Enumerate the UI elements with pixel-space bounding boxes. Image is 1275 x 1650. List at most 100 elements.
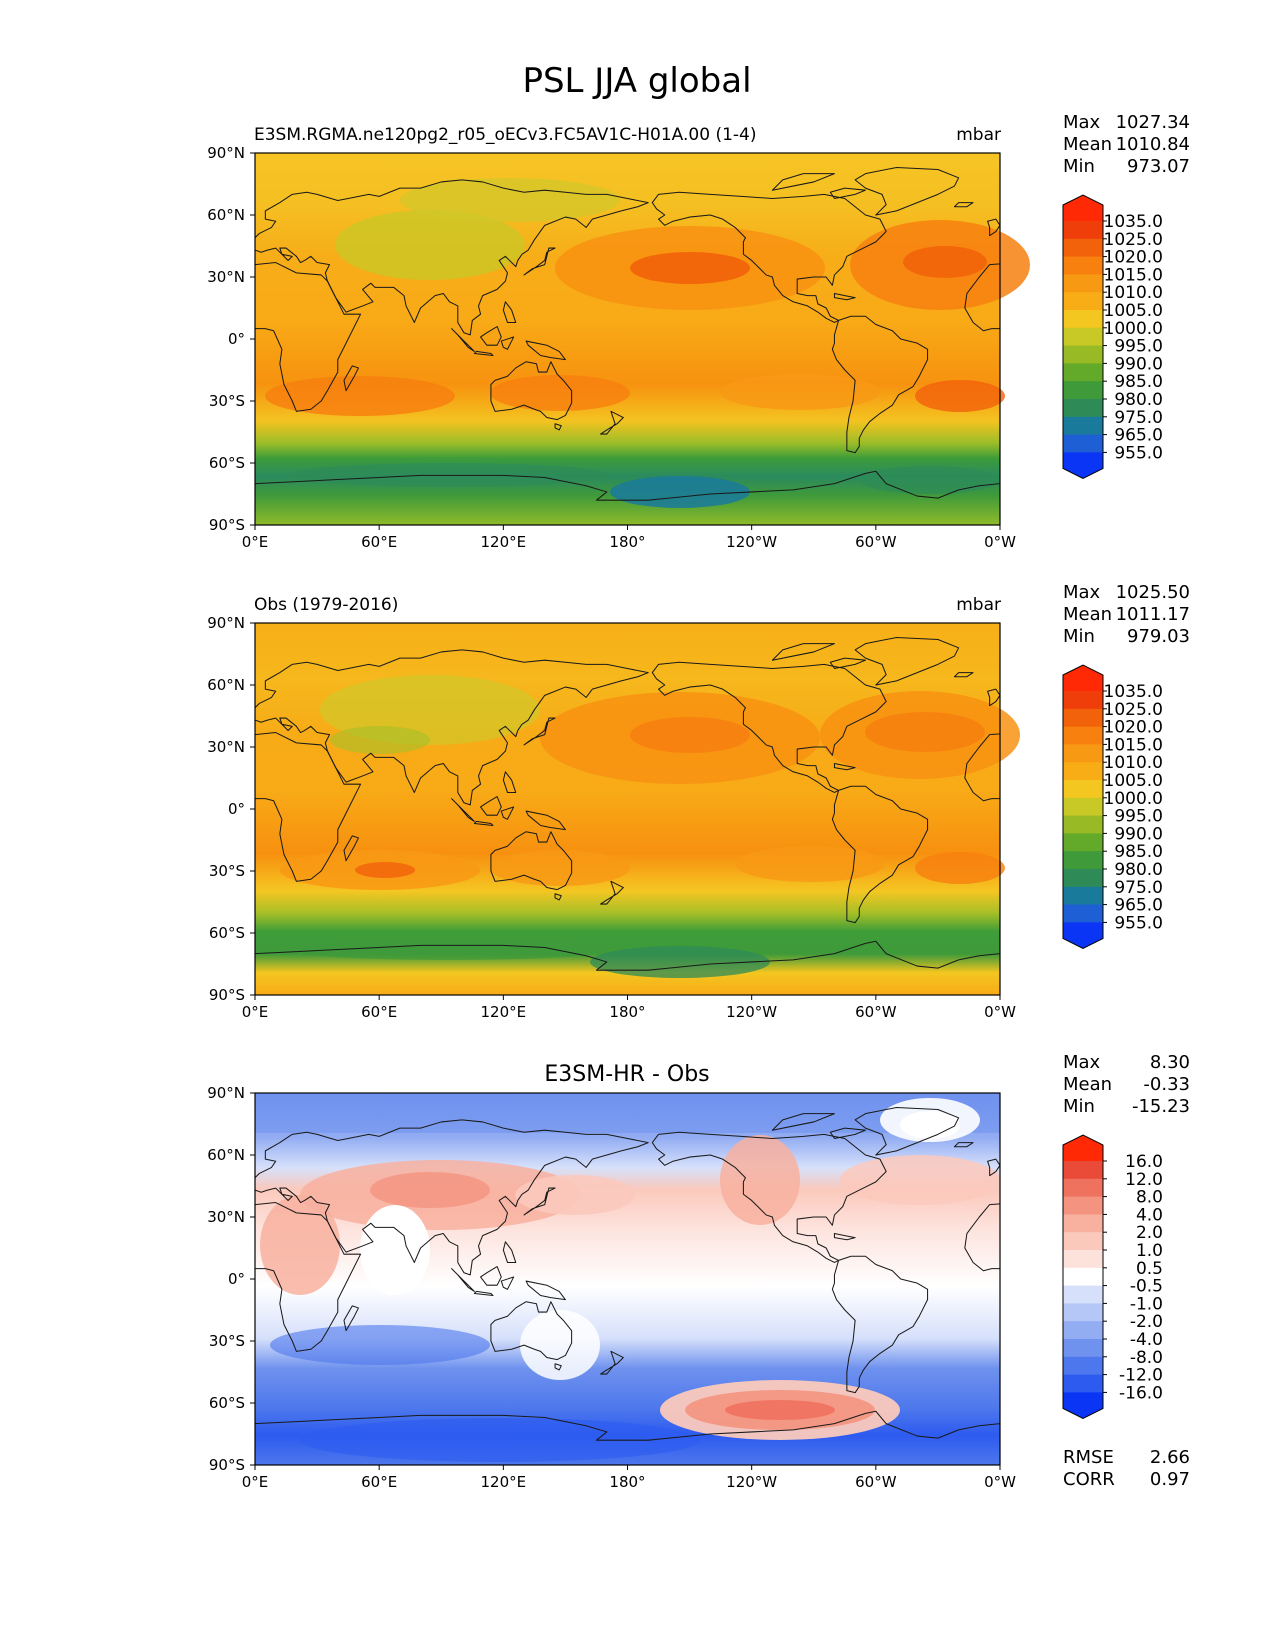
stat-label-min: Min — [1063, 1096, 1095, 1117]
stat-value-mean: 1011.17 — [1116, 604, 1190, 625]
colorbar-label: 1.0 — [1136, 1241, 1163, 1261]
colorbar-extend-bottom — [1063, 452, 1103, 479]
colorbar-band — [1063, 904, 1103, 923]
lon-tick-label: 60°E — [361, 1003, 397, 1021]
lat-tick-label: 90°S — [209, 986, 245, 1004]
colorbar-band — [1063, 345, 1103, 364]
colorbar-label: 990.0 — [1114, 824, 1163, 844]
stat-label-min: Min — [1063, 626, 1095, 647]
lat-tick-label: 0° — [228, 800, 245, 818]
lon-tick-label: 180° — [609, 1473, 645, 1491]
colorbar-label: 980.0 — [1114, 860, 1163, 880]
lon-tick-label: 60°W — [855, 1003, 897, 1021]
panel-model: E3SM.RGMA.ne120pg2_r05_oECv3.FC5AV1C-H01… — [254, 125, 1030, 526]
colorbar-band — [1063, 1178, 1103, 1198]
colorbar-extend-bottom — [1063, 922, 1103, 949]
colorbar-band — [1063, 744, 1103, 763]
lat-tick-label: 30°S — [209, 862, 245, 880]
lon-tick-label: 120°E — [481, 1473, 527, 1491]
colorbar-label: 1035.0 — [1104, 212, 1163, 232]
lon-tick-label: 0°E — [242, 533, 269, 551]
stat-label-max: Max — [1063, 112, 1101, 133]
colorbar-label: 0.5 — [1136, 1259, 1163, 1279]
colorbar-label: -12.0 — [1119, 1366, 1163, 1386]
colorbar-band — [1063, 726, 1103, 745]
colorbar-band — [1063, 221, 1103, 240]
colorbar-band — [1063, 327, 1103, 347]
colorbar-label: -16.0 — [1119, 1383, 1163, 1403]
colorbar-label: -4.0 — [1130, 1330, 1163, 1350]
colorbar-band — [1063, 1267, 1103, 1287]
lat-tick-label: 60°N — [207, 206, 245, 224]
stat-label-max: Max — [1063, 1052, 1101, 1073]
colorbar-outline — [1062, 1134, 1104, 1419]
stat-label-mean: Mean — [1063, 1074, 1112, 1095]
lon-tick-label: 120°E — [481, 533, 527, 551]
colorbar-band — [1063, 1374, 1103, 1393]
colorbar-label: 965.0 — [1114, 896, 1163, 916]
colorbar-label: 955.0 — [1114, 913, 1163, 933]
lat-tick-label: 30°N — [207, 738, 245, 756]
colorbar-band — [1063, 886, 1103, 906]
stat-label-mean: Mean — [1063, 134, 1112, 155]
colorbar-label: 995.0 — [1114, 337, 1163, 357]
map-field — [255, 153, 1030, 525]
colorbar-band — [1063, 363, 1103, 382]
stat-label-mean: Mean — [1063, 604, 1112, 625]
lon-tick-label: 0°W — [984, 1003, 1016, 1021]
lat-tick-label: 30°N — [207, 1208, 245, 1226]
lat-tick-label: 0° — [228, 1270, 245, 1288]
colorbar-band — [1063, 1161, 1103, 1180]
lon-tick-label: 120°W — [726, 1473, 777, 1491]
colorbar-band — [1063, 434, 1103, 453]
colorbar-label: 1010.0 — [1104, 283, 1163, 303]
lon-tick-label: 0°W — [984, 1473, 1016, 1491]
colorbar-label: 1015.0 — [1104, 735, 1163, 755]
stat-label-max: Max — [1063, 582, 1101, 603]
colorbar-band — [1063, 238, 1103, 258]
colorbar-extend-top — [1063, 195, 1103, 221]
map-field — [255, 623, 1020, 995]
colorbar-band — [1063, 292, 1103, 311]
colorbar-label: 985.0 — [1114, 372, 1163, 392]
lon-tick-label: 0°E — [242, 1003, 269, 1021]
lon-tick-label: 120°W — [726, 1003, 777, 1021]
colorbar-band — [1063, 833, 1103, 852]
lon-tick-label: 120°W — [726, 533, 777, 551]
lat-tick-label: 90°N — [207, 614, 245, 632]
colorbar-label: 1020.0 — [1104, 718, 1163, 738]
colorbar-band — [1063, 708, 1103, 728]
colorbar-band — [1063, 780, 1103, 799]
lon-tick-label: 60°E — [361, 1473, 397, 1491]
colorbar-label: 1005.0 — [1104, 771, 1163, 791]
colorbar-band — [1063, 762, 1103, 781]
colorbar-label: 1035.0 — [1104, 682, 1163, 702]
colorbar-band — [1063, 399, 1103, 418]
colorbar-label: 1020.0 — [1104, 248, 1163, 268]
colorbar-band — [1063, 869, 1103, 888]
lat-tick-label: 90°N — [207, 1084, 245, 1102]
colorbar-label: 985.0 — [1114, 842, 1163, 862]
colorbar-label: 1000.0 — [1104, 789, 1163, 809]
colorbar-label: 12.0 — [1125, 1170, 1163, 1190]
stat-value-max: 1025.50 — [1116, 582, 1190, 603]
colorbar-band — [1063, 381, 1103, 400]
stat-label-min: Min — [1063, 156, 1095, 177]
colorbar-label: -8.0 — [1130, 1348, 1163, 1368]
panel-units: mbar — [956, 125, 1001, 145]
colorbar-band — [1063, 310, 1103, 329]
stat-value-max: 1027.34 — [1116, 112, 1190, 133]
colorbar-band — [1063, 1232, 1103, 1251]
lon-tick-label: 180° — [609, 533, 645, 551]
colorbar-band — [1063, 274, 1103, 293]
stat-value-mean: -0.33 — [1143, 1074, 1190, 1095]
colorbar-band — [1063, 1339, 1103, 1358]
colorbar-band — [1063, 691, 1103, 710]
colorbar-band — [1063, 815, 1103, 834]
panel-title: Obs (1979-2016) — [254, 595, 398, 615]
colorbar-extend-top — [1063, 1135, 1103, 1161]
lat-tick-label: 60°S — [209, 1394, 245, 1412]
colorbar-band — [1063, 797, 1103, 817]
colorbar-outline — [1062, 664, 1104, 949]
lat-tick-label: 30°S — [209, 1332, 245, 1350]
